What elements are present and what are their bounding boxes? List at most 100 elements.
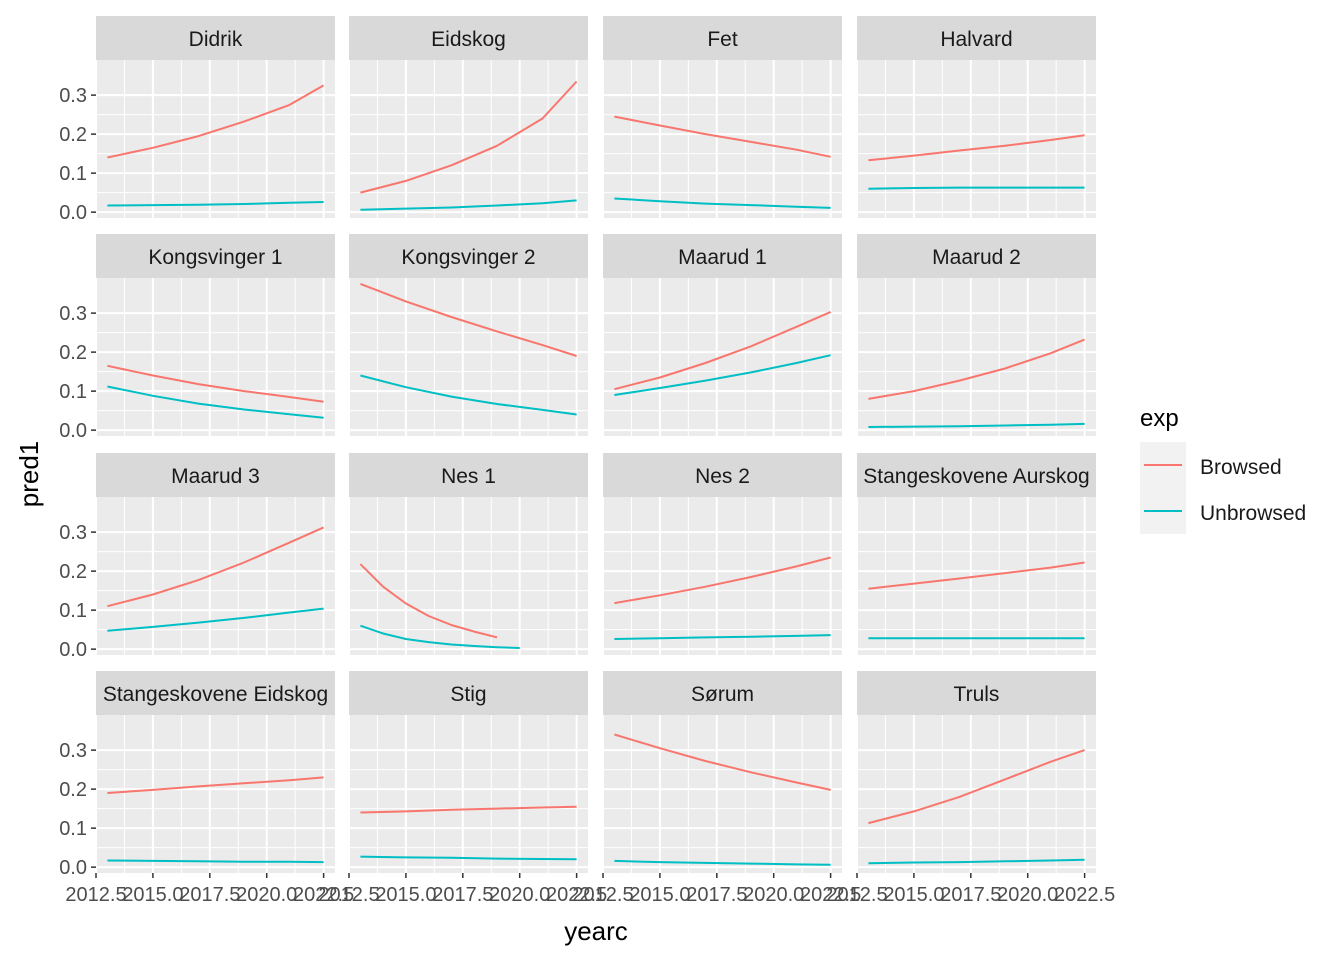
series-line-unbrowsed xyxy=(868,422,1085,428)
facet-strip xyxy=(349,234,588,278)
facet-strip-label: Maarud 3 xyxy=(171,465,260,488)
y-tick-label: 0.3 xyxy=(59,522,87,544)
facet-panel-nes-2: Nes 2 xyxy=(602,453,842,655)
facet-strip xyxy=(857,671,1096,715)
facet-panel-nes-1: Nes 1 xyxy=(348,453,588,655)
facet-strip-label: Nes 1 xyxy=(441,465,496,488)
facet-strip-label: Maarud 2 xyxy=(932,246,1021,269)
panel-background xyxy=(857,278,1096,436)
facet-panel-didrik: Didrik 0.0 0.1 0.2 0.3 xyxy=(59,16,335,224)
facet-strip-label: Nes 2 xyxy=(695,465,750,488)
facet-strip-label: Stangeskovene Eidskog xyxy=(103,683,328,706)
facet-strip-label: Eidskog xyxy=(431,28,506,51)
x-tick-label: 2012.5 xyxy=(318,884,379,906)
y-axis-title: pred1 xyxy=(14,441,44,508)
facet-strip-label: Truls xyxy=(954,683,1000,706)
series-line-browsed xyxy=(868,338,1085,400)
panel-background xyxy=(603,715,842,873)
facet-panel-maarud-1: Maarud 1 xyxy=(602,234,842,436)
series-line-browsed xyxy=(107,776,324,794)
series-line-unbrowsed xyxy=(107,201,324,207)
facet-panel-kongsvinger-2: Kongsvinger 2 xyxy=(348,234,588,436)
facet-strip xyxy=(349,16,588,60)
x-tick-label: 2020.0 xyxy=(743,884,804,906)
facet-strip xyxy=(857,16,1096,60)
facet-strip-label: Didrik xyxy=(189,28,243,51)
series-line-unbrowsed xyxy=(614,859,831,866)
facet-strip xyxy=(857,234,1096,278)
facet-strip-label: Stig xyxy=(450,683,486,706)
series-line-unbrowsed xyxy=(868,186,1085,190)
series-line-browsed xyxy=(614,556,831,605)
facet-panel-fet: Fet xyxy=(602,16,842,218)
series-line-browsed xyxy=(614,310,832,391)
y-tick-label: 0.1 xyxy=(59,381,87,403)
panel-background xyxy=(96,497,335,655)
facet-strip xyxy=(603,671,842,715)
panel-background xyxy=(349,278,588,436)
panel-background xyxy=(349,60,588,218)
y-tick-label: 0.0 xyxy=(59,420,87,442)
facet-strip xyxy=(349,453,588,497)
facet-strip xyxy=(603,16,842,60)
series-line-browsed xyxy=(360,80,578,194)
series-line-browsed xyxy=(614,115,831,158)
facet-strip xyxy=(349,671,588,715)
legend-title: exp xyxy=(1140,405,1179,432)
panel-background xyxy=(349,715,588,873)
x-tick-label: 2017.5 xyxy=(432,884,493,906)
facet-panel-kongsvinger-1: Kongsvinger 1 0.0 0.1 0.2 0.3 xyxy=(59,234,335,442)
facet-strip-label: Kongsvinger 2 xyxy=(401,246,535,269)
series-line-unbrowsed xyxy=(614,354,831,396)
series-line-unbrowsed xyxy=(107,607,324,632)
series-line-browsed xyxy=(868,749,1085,825)
series-line-browsed xyxy=(868,561,1085,590)
x-tick-label: 2022.5 xyxy=(1054,884,1115,906)
y-tick-label: 0.0 xyxy=(59,857,87,879)
y-tick-label: 0.2 xyxy=(59,779,87,801)
facet-panels: Didrik 0.0 0.1 0.2 0.3 Eidskog Fet Halvard Kongs… xyxy=(59,16,1115,906)
y-tick-label: 0.3 xyxy=(59,85,87,107)
series-line-unbrowsed xyxy=(360,855,577,861)
x-tick-label: 2017.5 xyxy=(686,884,747,906)
facet-strip-label: Maarud 1 xyxy=(678,246,767,269)
x-tick-label: 2015.0 xyxy=(375,884,436,906)
panel-background xyxy=(96,278,335,436)
facet-panel-eidskog: Eidskog xyxy=(348,16,588,218)
series-line-unbrowsed xyxy=(107,385,324,419)
x-tick-label: 2012.5 xyxy=(826,884,887,906)
facet-strip xyxy=(96,234,335,278)
series-line-unbrowsed xyxy=(614,634,831,640)
series-line-browsed xyxy=(614,733,831,791)
series-line-unbrowsed xyxy=(360,374,577,416)
facet-strip xyxy=(603,453,842,497)
facet-panel-stangeskovene-eidskog: Stangeskovene Eidskog0.00.10.20.32012.52… xyxy=(59,671,354,906)
legend-label-unbrowsed: Unbrowsed xyxy=(1200,502,1306,525)
x-tick-label: 2012.5 xyxy=(65,884,126,906)
series-line-unbrowsed xyxy=(107,859,324,864)
y-tick-label: 0.2 xyxy=(59,561,87,583)
x-tick-label: 2020.0 xyxy=(489,884,550,906)
facet-panel-halvard: Halvard xyxy=(856,16,1096,218)
x-tick-label: 2022.5 xyxy=(800,884,861,906)
panel-background xyxy=(96,60,335,218)
x-tick-label: 2015.0 xyxy=(883,884,944,906)
series-line-unbrowsed xyxy=(614,197,831,209)
facet-strip xyxy=(96,671,335,715)
facet-panel-stangeskovene-aurskog: Stangeskovene Aurskog xyxy=(856,453,1096,655)
facet-panel-maarud-3: Maarud 3 0.0 0.1 0.2 0.3 xyxy=(59,453,335,661)
x-tick-label: 2022.5 xyxy=(293,884,354,906)
x-tick-label: 2015.0 xyxy=(122,884,183,906)
panel-background xyxy=(603,497,842,655)
x-tick-label: 2017.5 xyxy=(940,884,1001,906)
y-tick-label: 0.3 xyxy=(59,303,87,325)
panel-background xyxy=(96,715,335,873)
x-axis-title: yearc xyxy=(564,916,628,946)
facet-strip xyxy=(96,16,335,60)
facet-strip xyxy=(857,453,1096,497)
